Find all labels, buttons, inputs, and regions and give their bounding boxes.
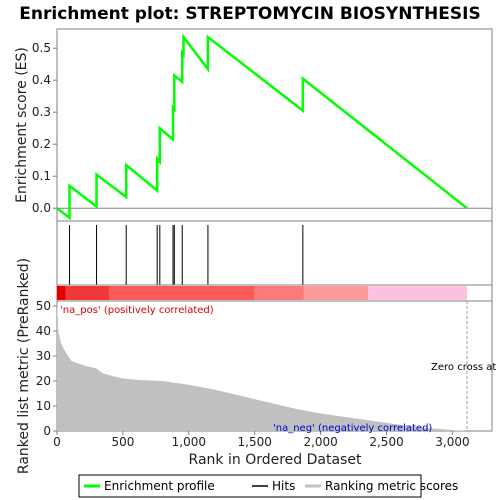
negative-correlation-label: 'na_neg' (negatively correlated) xyxy=(273,423,432,434)
es-y-tick-label: 0.2 xyxy=(32,137,51,151)
ranked-x-tick-label: 0 xyxy=(53,435,61,449)
ranked-x-tick-label: 2,500 xyxy=(369,435,403,449)
ranked-y-tick-label: 0 xyxy=(43,424,51,438)
color-bar-segment xyxy=(303,286,369,300)
color-bar-segment xyxy=(254,286,304,300)
chart-title: Enrichment plot: STREPTOMYCIN BIOSYNTHES… xyxy=(19,4,480,24)
ranked-y-tick-label: 10 xyxy=(36,399,51,413)
es-panel: 0.0 0.1 0.2 0.3 0.4 0.5 Enrichment score (ES) xyxy=(14,28,493,222)
ranking-metric-area xyxy=(57,301,467,431)
es-y-tick-label: 0.1 xyxy=(32,169,51,183)
zero-cross-label: Zero cross at 3 xyxy=(431,362,500,373)
es-panel-frame xyxy=(56,28,493,222)
hits-panel-frame xyxy=(56,220,493,286)
ranked-y-tick-label: 40 xyxy=(36,324,51,338)
positive-correlation-label: 'na_pos' (positively correlated) xyxy=(60,305,214,316)
es-y-tick-label: 0.5 xyxy=(32,41,51,55)
ranked-y-tick-label: 20 xyxy=(36,374,51,388)
ranked-x-ticks: 0 500 1,000 1,500 2,000 2,500 3,000 xyxy=(53,431,470,449)
es-y-tick-label: 0.0 xyxy=(32,201,51,215)
color-bar-segment xyxy=(368,286,467,300)
es-y-ticks: 0.0 0.1 0.2 0.3 0.4 0.5 xyxy=(32,41,57,215)
es-y-tick-label: 0.4 xyxy=(32,73,51,87)
ranked-x-axis-label: Rank in Ordered Dataset xyxy=(189,452,362,468)
ranked-y-tick-label: 50 xyxy=(36,299,51,313)
ranked-x-tick-label: 2,000 xyxy=(303,435,337,449)
hits-panel xyxy=(56,220,493,286)
legend-label-ranking: Ranking metric scores xyxy=(325,479,458,493)
legend-label-hits: Hits xyxy=(272,479,295,493)
ranked-list-panel: 0 10 20 30 40 50 0 500 1,000 1,500 2,000 2,500 3,00… xyxy=(16,258,500,474)
legend-label-enrichment: Enrichment profile xyxy=(104,479,215,493)
ranked-y-ticks: 0 10 20 30 40 50 xyxy=(36,299,57,438)
enrichment-profile-line xyxy=(56,33,468,221)
ranked-x-tick-label: 1,500 xyxy=(238,435,272,449)
color-bar-segment xyxy=(109,286,255,300)
es-y-axis-label: Enrichment score (ES) xyxy=(14,47,30,203)
color-bar-segment xyxy=(65,286,110,300)
color-bar-segments xyxy=(57,286,467,300)
ranked-x-tick-label: 500 xyxy=(111,435,134,449)
color-bar-segment xyxy=(57,286,66,300)
ranked-y-tick-label: 30 xyxy=(36,349,51,363)
ranked-y-axis-label: Ranked list metric (PreRanked) xyxy=(16,258,32,474)
ranked-x-tick-label: 1,000 xyxy=(172,435,206,449)
hit-markers xyxy=(69,225,304,285)
es-y-tick-label: 0.3 xyxy=(32,105,51,119)
ranking-color-bar xyxy=(56,284,493,302)
ranked-x-tick-label: 3,000 xyxy=(435,435,469,449)
legend: Enrichment profile Hits Ranking metric s… xyxy=(78,474,458,498)
legend-box xyxy=(78,474,422,498)
